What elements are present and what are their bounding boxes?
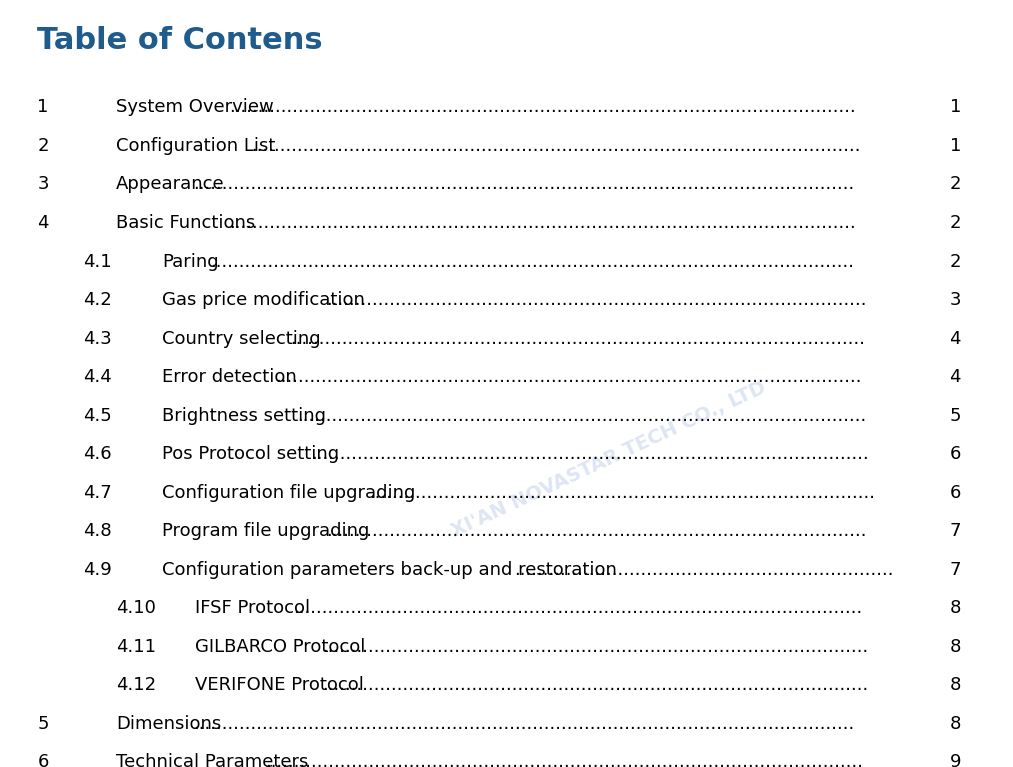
Text: ................................................................................: ........................................… xyxy=(294,599,863,617)
Text: 4: 4 xyxy=(949,368,961,386)
Text: ................................................................................: ........................................… xyxy=(211,252,854,271)
Text: 2: 2 xyxy=(949,176,961,193)
Text: 1: 1 xyxy=(37,98,49,117)
Text: ................................................................................: ........................................… xyxy=(229,98,856,117)
Text: 4.12: 4.12 xyxy=(115,676,156,694)
Text: 4.11: 4.11 xyxy=(115,638,156,656)
Text: 9: 9 xyxy=(949,753,961,767)
Text: Dimensions: Dimensions xyxy=(115,715,221,732)
Text: ................................................................................: ........................................… xyxy=(265,753,863,767)
Text: ................................................................................: ........................................… xyxy=(322,676,868,694)
Text: Table of Contens: Table of Contens xyxy=(37,26,323,55)
Text: IFSF Protocol: IFSF Protocol xyxy=(194,599,310,617)
Text: 8: 8 xyxy=(949,676,961,694)
Text: Pos Protocol setting: Pos Protocol setting xyxy=(162,445,339,463)
Text: ................................................................................: ........................................… xyxy=(193,715,854,732)
Text: 2: 2 xyxy=(37,137,49,155)
Text: ................................................................................: ........................................… xyxy=(193,176,854,193)
Text: 6: 6 xyxy=(37,753,49,767)
Text: VERIFONE Protocol: VERIFONE Protocol xyxy=(194,676,364,694)
Text: ................................................................................: ........................................… xyxy=(312,445,869,463)
Text: 3: 3 xyxy=(37,176,49,193)
Text: 4.8: 4.8 xyxy=(83,522,112,540)
Text: 7: 7 xyxy=(949,522,961,540)
Text: 4.5: 4.5 xyxy=(83,407,112,425)
Text: 4.4: 4.4 xyxy=(83,368,112,386)
Text: ................................................................................: ........................................… xyxy=(322,638,868,656)
Text: Configuration List: Configuration List xyxy=(115,137,276,155)
Text: 6: 6 xyxy=(949,484,961,502)
Text: Configuration file upgrading: Configuration file upgrading xyxy=(162,484,415,502)
Text: ..................................................................: ........................................… xyxy=(514,561,893,579)
Text: XI'AN NOVASTAR TECH CO., LTD: XI'AN NOVASTAR TECH CO., LTD xyxy=(449,378,770,541)
Text: Gas price modification: Gas price modification xyxy=(162,291,365,309)
Text: ................................................................................: ........................................… xyxy=(297,407,866,425)
Text: ................................................................................: ........................................… xyxy=(251,137,860,155)
Text: Country selecting: Country selecting xyxy=(162,330,321,347)
Text: 8: 8 xyxy=(949,599,961,617)
Text: 1: 1 xyxy=(949,98,961,117)
Text: 2: 2 xyxy=(949,252,961,271)
Text: Brightness setting: Brightness setting xyxy=(162,407,326,425)
Text: 4.10: 4.10 xyxy=(115,599,156,617)
Text: GILBARCO Protocol: GILBARCO Protocol xyxy=(194,638,365,656)
Text: 4.3: 4.3 xyxy=(83,330,112,347)
Text: Configuration parameters back-up and restoration: Configuration parameters back-up and res… xyxy=(162,561,617,579)
Text: 4.7: 4.7 xyxy=(83,484,112,502)
Text: Technical Parameters: Technical Parameters xyxy=(115,753,308,767)
Text: System Overview: System Overview xyxy=(115,98,274,117)
Text: 5: 5 xyxy=(37,715,49,732)
Text: Paring: Paring xyxy=(162,252,219,271)
Text: 4: 4 xyxy=(949,330,961,347)
Text: Error detection: Error detection xyxy=(162,368,297,386)
Text: ................................................................................: ........................................… xyxy=(229,214,856,232)
Text: 4.9: 4.9 xyxy=(83,561,112,579)
Text: 4.1: 4.1 xyxy=(83,252,112,271)
Text: Basic Functions: Basic Functions xyxy=(115,214,255,232)
Text: 7: 7 xyxy=(949,561,961,579)
Text: ................................................................................: ........................................… xyxy=(326,291,866,309)
Text: ................................................................................: ........................................… xyxy=(276,368,862,386)
Text: 1: 1 xyxy=(949,137,961,155)
Text: 3: 3 xyxy=(949,291,961,309)
Text: ................................................................................: ........................................… xyxy=(326,522,866,540)
Text: 6: 6 xyxy=(949,445,961,463)
Text: 5: 5 xyxy=(949,407,961,425)
Text: 4: 4 xyxy=(37,214,49,232)
Text: 2: 2 xyxy=(949,214,961,232)
Text: Program file upgrading: Program file upgrading xyxy=(162,522,370,540)
Text: 4.2: 4.2 xyxy=(83,291,112,309)
Text: ................................................................................: ........................................… xyxy=(370,484,875,502)
Text: 4.6: 4.6 xyxy=(83,445,112,463)
Text: ................................................................................: ........................................… xyxy=(290,330,865,347)
Text: 8: 8 xyxy=(949,638,961,656)
Text: 8: 8 xyxy=(949,715,961,732)
Text: Appearance: Appearance xyxy=(115,176,225,193)
